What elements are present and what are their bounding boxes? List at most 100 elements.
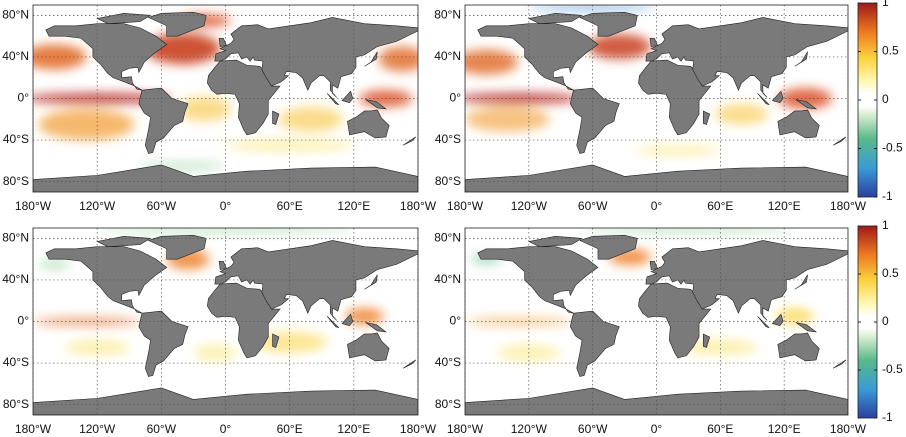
lon-tick-label: 60°E <box>277 422 303 436</box>
lon-tick-label: 120°E <box>768 199 801 213</box>
colorbar: 1 0.5 0 -0.5 -1 <box>857 218 903 424</box>
lat-tick-label: 40°S <box>435 355 461 369</box>
anomaly <box>465 93 583 104</box>
lat-tick-label: 80°S <box>3 397 29 411</box>
lon-tick-label: 0° <box>651 422 663 436</box>
anomaly <box>177 96 231 122</box>
anomaly <box>38 108 135 141</box>
lat-tick-label: 80°N <box>434 8 461 22</box>
anomaly <box>378 46 418 72</box>
map-panel: 180°W 120°W 60°W 0° 60°E 120°E 180°W 80°N 40°N 0°… <box>434 227 867 436</box>
geo <box>465 5 848 192</box>
lat-tick-label: 40°S <box>3 355 29 369</box>
anomaly <box>278 106 344 132</box>
anomaly <box>465 49 519 75</box>
lon-tick-label: 180°W <box>830 422 867 436</box>
panel-border <box>32 4 419 193</box>
lon-tick-label: 0° <box>220 422 232 436</box>
lon-tick-label: 180°W <box>400 199 437 213</box>
anomaly <box>465 106 551 132</box>
lon-tick-label: 120°W <box>79 422 116 436</box>
map-panel: 180°W 120°W 60°W 0° 60°E 120°E 180°W 80°N 40°N 0°… <box>2 227 437 436</box>
lat-tick-label: 80°S <box>435 397 461 411</box>
colorbar-tick-label: 0 <box>882 92 889 106</box>
panel-border <box>464 4 849 193</box>
lon-tick-label: 120°E <box>337 422 370 436</box>
lon-tick-label: 120°W <box>79 199 116 213</box>
anomaly <box>775 307 814 325</box>
anomaly <box>582 228 795 234</box>
lon-tick-label: 180°W <box>15 199 52 213</box>
lat-tick-label: 80°N <box>2 231 29 245</box>
lon-tick-label: 60°W <box>578 199 608 213</box>
anomaly <box>587 34 652 60</box>
lat-tick-label: 40°N <box>2 272 29 286</box>
lon-tick-label: 0° <box>220 199 232 213</box>
anomaly <box>145 33 221 65</box>
colorbar-tick-label: 0.5 <box>882 44 899 58</box>
anomaly <box>65 339 130 356</box>
anomaly <box>528 5 657 11</box>
anomaly <box>683 339 758 356</box>
lon-tick-label: 60°E <box>707 199 733 213</box>
colorbar-tick-label: 1 <box>882 0 889 9</box>
lon-tick-label: 60°W <box>578 422 608 436</box>
lat-tick-label: 0° <box>18 91 30 105</box>
lon-tick-label: 0° <box>651 199 663 213</box>
lat-tick-label: 40°S <box>435 132 461 146</box>
anomaly <box>38 259 71 270</box>
map-panel: 180°W 120°W 60°W 0° 60°E 120°E 180°W 80°N 40°N 0°… <box>2 4 437 213</box>
lon-tick-label: 60°E <box>277 199 303 213</box>
colorbar-tick-label: 1 <box>882 218 889 232</box>
lon-tick-label: 180°W <box>447 422 484 436</box>
anomaly <box>33 93 173 104</box>
lon-tick-label: 120°W <box>511 422 548 436</box>
colorbar-tick-label: 0 <box>882 314 889 328</box>
lat-tick-label: 0° <box>18 314 30 328</box>
lon-tick-label: 120°E <box>768 422 801 436</box>
panel-border <box>464 227 849 416</box>
lon-tick-label: 60°W <box>147 422 177 436</box>
colorbar-tick-label: 0.5 <box>882 266 899 280</box>
lat-tick-label: 80°N <box>434 231 461 245</box>
lat-tick-label: 40°S <box>3 132 29 146</box>
colorbar-tick-label: -0.5 <box>882 141 903 155</box>
colorbar-tick-label: -0.5 <box>882 362 903 376</box>
colorbar: 1 0.5 0 -0.5 -1 <box>857 0 903 203</box>
anomaly <box>715 103 769 125</box>
anomalies <box>33 228 384 361</box>
anomaly <box>252 331 328 353</box>
lat-tick-label: 80°S <box>3 174 29 188</box>
map-body <box>465 228 848 415</box>
lat-tick-label: 0° <box>450 91 462 105</box>
colorbar-tick-label: -1 <box>882 410 893 424</box>
geo <box>33 228 418 415</box>
geo <box>33 11 418 192</box>
lon-tick-label: 180°W <box>400 422 437 436</box>
lon-tick-label: 180°W <box>15 422 52 436</box>
lon-tick-label: 60°E <box>707 422 733 436</box>
lat-tick-label: 80°N <box>2 8 29 22</box>
map-body <box>33 5 418 192</box>
anomaly <box>193 344 237 361</box>
lon-tick-label: 180°W <box>830 199 867 213</box>
panel-border <box>32 227 419 416</box>
anomalies <box>465 5 833 156</box>
lat-tick-label: 40°N <box>2 49 29 63</box>
lon-tick-label: 120°E <box>337 199 370 213</box>
map-body <box>465 5 848 192</box>
lat-tick-label: 40°N <box>434 49 461 63</box>
lon-tick-label: 120°W <box>511 199 548 213</box>
anomaly <box>345 307 384 325</box>
lat-tick-label: 80°S <box>435 174 461 188</box>
anomaly <box>635 145 721 156</box>
map-body <box>33 228 418 415</box>
map-panel: 180°W 120°W 60°W 0° 60°E 120°E 180°W 80°N 40°N 0°… <box>434 4 867 213</box>
anomaly <box>33 44 87 70</box>
lon-tick-label: 60°W <box>147 199 177 213</box>
lat-tick-label: 40°N <box>434 272 461 286</box>
lat-tick-label: 0° <box>450 314 462 328</box>
lon-tick-label: 180°W <box>447 199 484 213</box>
colorbar-tick-label: -1 <box>882 189 893 203</box>
